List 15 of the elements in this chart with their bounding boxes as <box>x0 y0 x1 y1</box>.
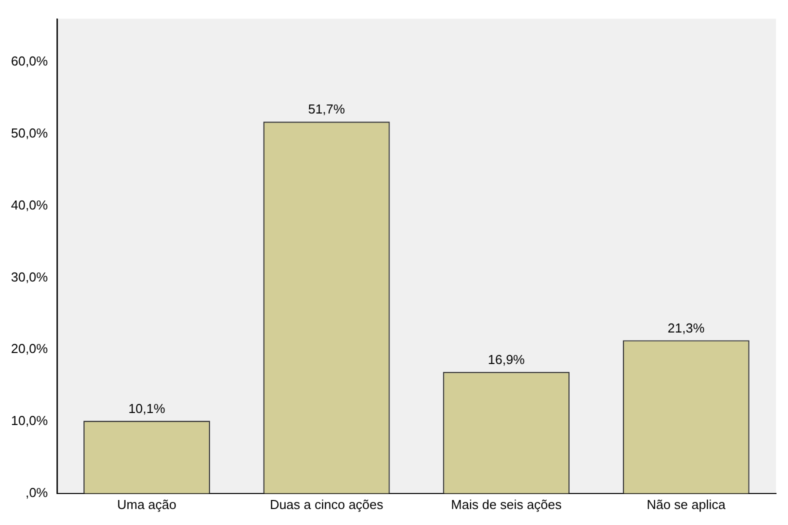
x-tick-label: Duas a cinco ações <box>270 496 384 512</box>
data-label: 16,9% <box>488 352 526 367</box>
x-tick-label: Mais de seis ações <box>451 496 562 512</box>
y-tick-label: 50,0% <box>10 125 48 140</box>
data-label: 21,3% <box>668 320 705 336</box>
y-tick-label: 20,0% <box>10 341 48 356</box>
data-label: 51,7% <box>308 102 346 117</box>
y-tick-label: ,0% <box>25 484 48 500</box>
y-tick-label: 10,0% <box>10 413 48 428</box>
y-tick-label: 30,0% <box>10 269 48 284</box>
x-tick-label: Uma ação <box>117 496 176 512</box>
x-tick-label: Não se aplica <box>646 496 726 512</box>
data-label: 10,1% <box>128 400 166 416</box>
y-tick-label: 60,0% <box>10 54 48 69</box>
y-tick-label: 40,0% <box>10 197 48 212</box>
